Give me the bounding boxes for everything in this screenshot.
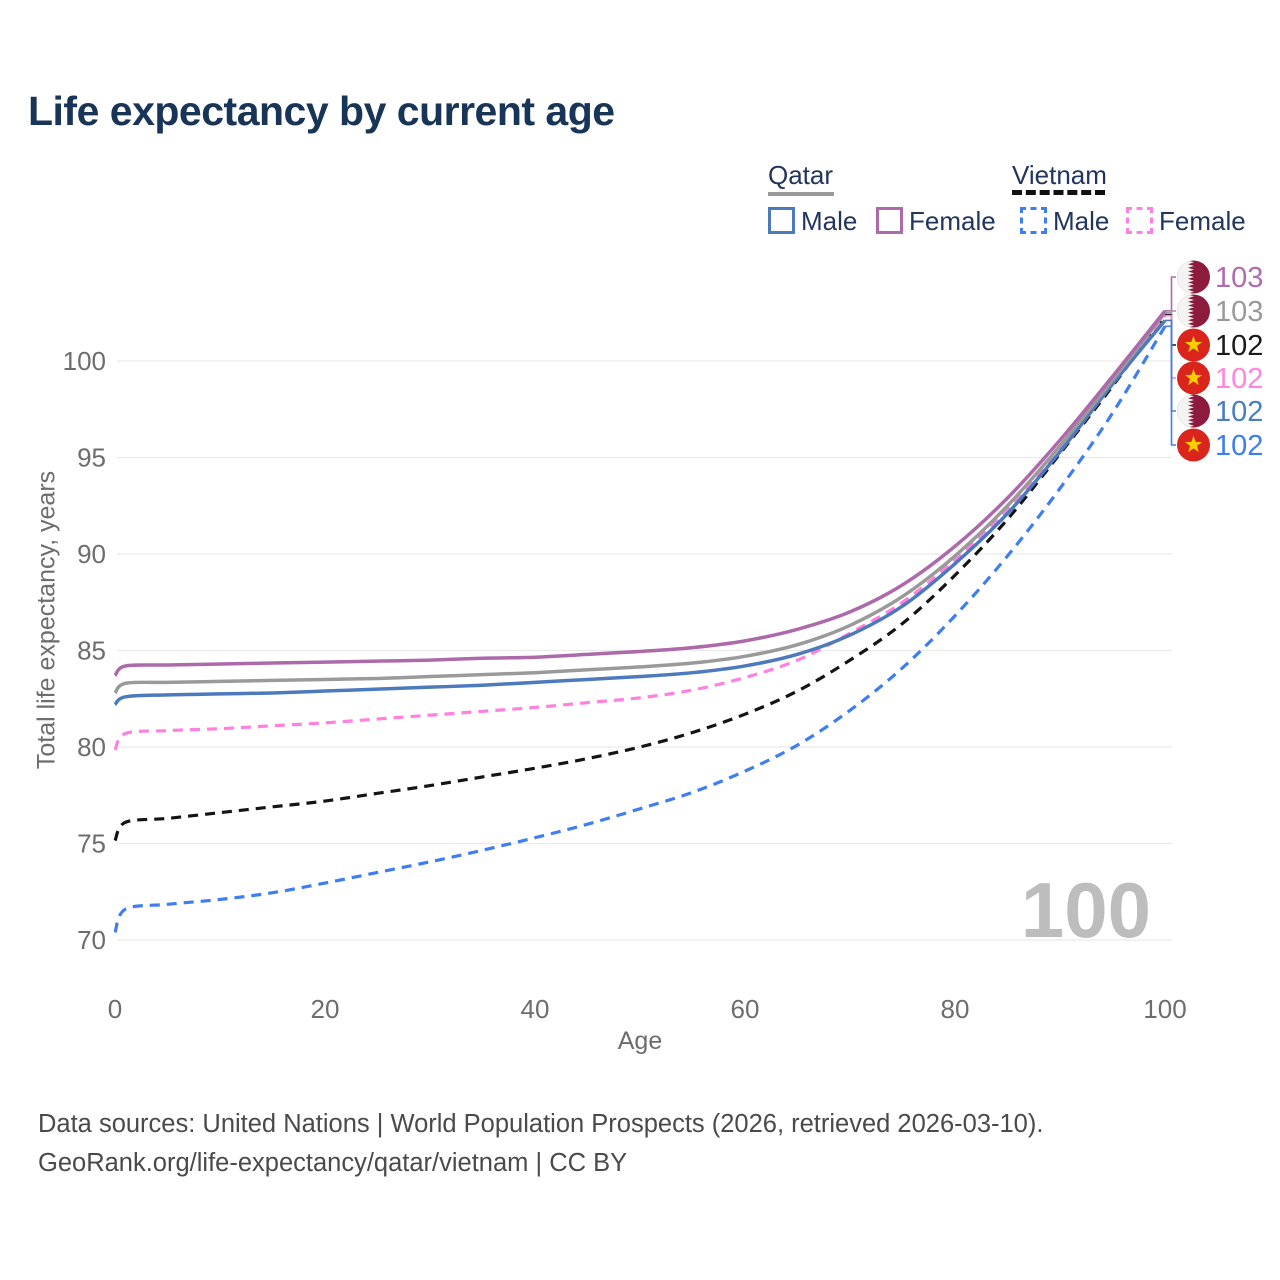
x-tick-label-80: 80 xyxy=(941,994,970,1024)
legend-label-qatar-male: Male xyxy=(801,206,858,236)
current-age-annotation: 100 xyxy=(1021,866,1151,954)
series-line-vietnam-both xyxy=(113,313,1167,842)
x-tick-label-60: 60 xyxy=(731,994,760,1024)
series-line-vietnam-female xyxy=(113,314,1167,751)
x-tick-label-0: 0 xyxy=(108,994,122,1024)
footer: Data sources: United Nations | World Pop… xyxy=(38,1105,1043,1183)
legend-group-vietnam: Vietnam xyxy=(1012,160,1107,190)
end-label-leader-vietnam-female xyxy=(1165,314,1176,379)
end-label-value-qatar-male: 102 xyxy=(1215,396,1263,428)
flag-qatar-icon xyxy=(1177,395,1210,428)
legend-qatar-line-style xyxy=(768,192,834,196)
end-label-value-qatar-both: 103 xyxy=(1215,296,1263,328)
legend-swatch-vietnam-female xyxy=(1126,207,1153,234)
series-line-qatar-both xyxy=(113,311,1167,695)
y-tick-label-80: 80 xyxy=(77,732,106,762)
flag-vietnam-icon xyxy=(1177,329,1210,362)
y-tick-label-70: 70 xyxy=(77,925,106,955)
footer-data-sources: Data sources: United Nations | World Pop… xyxy=(38,1110,1044,1138)
y-tick-label-95: 95 xyxy=(77,443,106,473)
y-tick-label-75: 75 xyxy=(77,829,106,859)
flag-qatar-icon xyxy=(1177,261,1210,294)
flag-qatar-icon xyxy=(1177,295,1210,328)
x-axis-title: Age xyxy=(617,1027,663,1055)
footer-attribution: GeoRank.org/life-expectancy/qatar/vietna… xyxy=(38,1149,628,1177)
legend-swatch-vietnam-male xyxy=(1020,207,1047,234)
legend-label-qatar-female: Female xyxy=(909,206,996,236)
legend-label-vietnam-female: Female xyxy=(1159,206,1246,236)
flag-vietnam-icon xyxy=(1177,362,1210,395)
end-label-leader-qatar-female xyxy=(1165,276,1176,312)
x-tick-label-40: 40 xyxy=(521,994,550,1024)
series-line-qatar-male xyxy=(113,319,1167,706)
legend-label-vietnam-male: Male xyxy=(1053,206,1110,236)
end-label-value-vietnam-female: 102 xyxy=(1215,363,1263,395)
y-tick-label-85: 85 xyxy=(77,636,106,666)
legend-vietnam-line-style xyxy=(1012,190,1105,195)
end-label-value-qatar-female: 103 xyxy=(1215,262,1263,294)
y-tick-label-100: 100 xyxy=(63,346,106,376)
end-label-leader-vietnam-male xyxy=(1165,325,1176,446)
x-tick-label-100: 100 xyxy=(1143,994,1186,1024)
series-line-qatar-female xyxy=(113,309,1167,677)
flag-vietnam-icon xyxy=(1177,429,1210,462)
legend-swatch-qatar-male xyxy=(768,207,795,234)
end-label-leader-qatar-both xyxy=(1165,310,1176,314)
end-label-leader-qatar-male xyxy=(1165,319,1176,412)
y-axis-title: Total life expectancy, years xyxy=(32,470,61,770)
legend-group-qatar: Qatar xyxy=(768,160,834,190)
end-label-value-vietnam-male: 102 xyxy=(1215,430,1263,462)
series-line-vietnam-male xyxy=(113,325,1167,933)
end-label-value-vietnam-both: 102 xyxy=(1215,330,1263,362)
page-title: Life expectancy by current age xyxy=(28,88,615,134)
end-label-leader-vietnam-both xyxy=(1165,313,1176,346)
legend-swatch-qatar-female xyxy=(876,207,903,234)
x-tick-label-20: 20 xyxy=(311,994,340,1024)
y-tick-label-90: 90 xyxy=(77,539,106,569)
